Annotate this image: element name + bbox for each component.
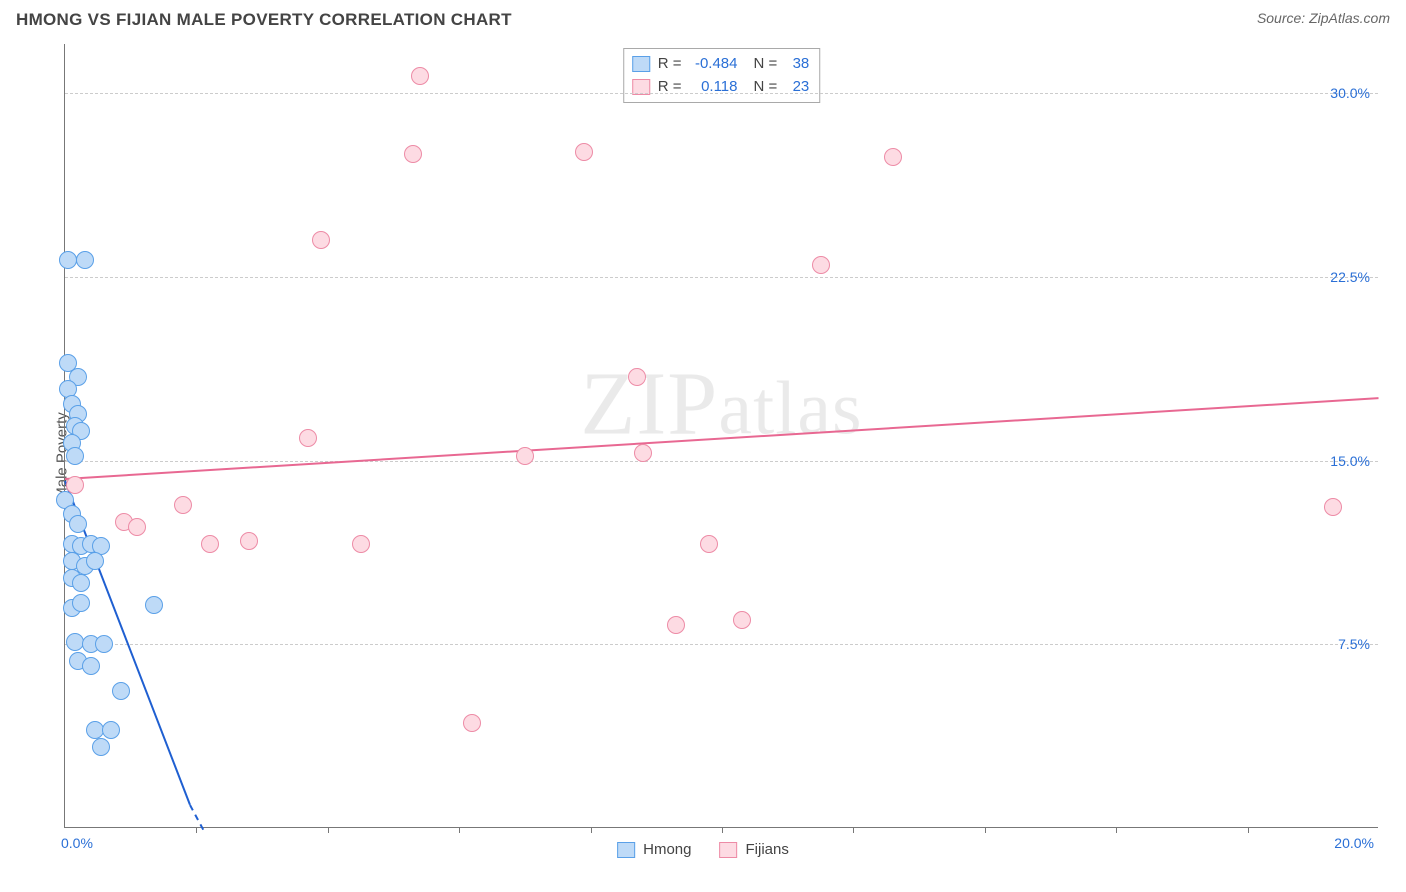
- stats-legend: R = -0.484 N = 38 R = 0.118 N = 23: [623, 48, 821, 103]
- plot-area: ZIPatlas R = -0.484 N = 38 R = 0.118 N = 23 7.5…: [64, 44, 1378, 828]
- scatter-point: [66, 447, 84, 465]
- trend-line: [65, 397, 1379, 480]
- y-tick-label: 15.0%: [1330, 453, 1370, 469]
- chart-container: Male Poverty ZIPatlas R =-0.484N =38R =0…: [16, 40, 1390, 872]
- x-tick: [591, 827, 592, 833]
- stats-legend-row: R = 0.118 N = 23: [632, 76, 810, 99]
- scatter-point: [516, 447, 534, 465]
- scatter-point: [812, 256, 830, 274]
- x-tick: [722, 827, 723, 833]
- scatter-point: [733, 611, 751, 629]
- legend-label: Hmong: [643, 841, 691, 858]
- scatter-point: [102, 721, 120, 739]
- scatter-point: [66, 476, 84, 494]
- scatter-point: [628, 368, 646, 386]
- gridline: [65, 277, 1378, 278]
- scatter-point: [174, 496, 192, 514]
- y-tick-label: 22.5%: [1330, 269, 1370, 285]
- scatter-point: [411, 67, 429, 85]
- source-attribution: Source: ZipAtlas.com: [1257, 10, 1390, 26]
- x-tick: [853, 827, 854, 833]
- scatter-point: [86, 552, 104, 570]
- y-tick-label: 7.5%: [1338, 636, 1370, 652]
- x-tick: [1116, 827, 1117, 833]
- scatter-point: [575, 143, 593, 161]
- gridline: [65, 461, 1378, 462]
- legend-label: Fijians: [746, 841, 789, 858]
- scatter-point: [92, 738, 110, 756]
- scatter-point: [201, 535, 219, 553]
- y-tick-label: 30.0%: [1330, 85, 1370, 101]
- legend-item: Hmong: [617, 841, 691, 858]
- x-tick: [328, 827, 329, 833]
- trend-line-extrapolated: [189, 804, 204, 829]
- stat-n-value: 38: [785, 53, 809, 76]
- stat-r-label: R =: [658, 76, 682, 99]
- legend-swatch: [617, 842, 635, 858]
- stat-r-value: 0.118: [690, 76, 738, 99]
- chart-title: HMONG VS FIJIAN MALE POVERTY CORRELATION…: [16, 10, 512, 30]
- scatter-point: [76, 251, 94, 269]
- scatter-point: [352, 535, 370, 553]
- stat-n-value: 23: [785, 76, 809, 99]
- scatter-point: [700, 535, 718, 553]
- scatter-point: [404, 145, 422, 163]
- scatter-point: [312, 231, 330, 249]
- scatter-point: [59, 251, 77, 269]
- x-tick-label: 0.0%: [61, 835, 93, 851]
- gridline: [65, 93, 1378, 94]
- watermark: ZIPatlas: [580, 353, 862, 456]
- scatter-point: [463, 714, 481, 732]
- x-tick-label: 20.0%: [1334, 835, 1374, 851]
- legend-swatch: [632, 56, 650, 72]
- x-tick: [459, 827, 460, 833]
- scatter-point: [95, 635, 113, 653]
- x-tick: [1248, 827, 1249, 833]
- scatter-point: [1324, 498, 1342, 516]
- scatter-point: [72, 574, 90, 592]
- x-tick: [196, 827, 197, 833]
- stat-r-value: -0.484: [690, 53, 738, 76]
- scatter-point: [884, 148, 902, 166]
- stat-n-label: N =: [754, 76, 778, 99]
- stat-n-label: N =: [754, 53, 778, 76]
- scatter-point: [72, 594, 90, 612]
- series-legend: Hmong Fijians: [617, 841, 789, 858]
- scatter-point: [145, 596, 163, 614]
- scatter-point: [634, 444, 652, 462]
- legend-item: Fijians: [720, 841, 789, 858]
- scatter-point: [86, 721, 104, 739]
- x-tick: [985, 827, 986, 833]
- scatter-point: [82, 657, 100, 675]
- scatter-point: [240, 532, 258, 550]
- scatter-point: [667, 616, 685, 634]
- stats-legend-row: R = -0.484 N = 38: [632, 53, 810, 76]
- scatter-point: [128, 518, 146, 536]
- scatter-point: [66, 633, 84, 651]
- gridline: [65, 644, 1378, 645]
- stat-r-label: R =: [658, 53, 682, 76]
- legend-swatch: [720, 842, 738, 858]
- scatter-point: [112, 682, 130, 700]
- scatter-point: [299, 429, 317, 447]
- scatter-point: [69, 515, 87, 533]
